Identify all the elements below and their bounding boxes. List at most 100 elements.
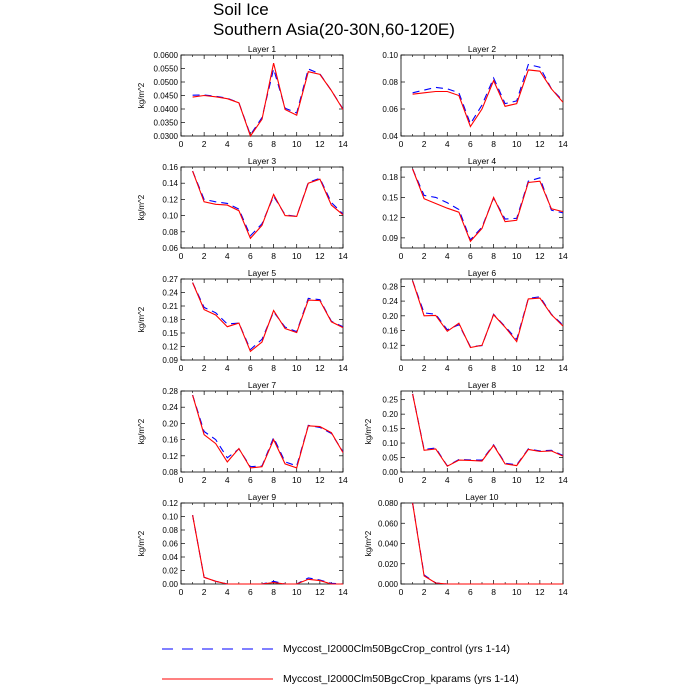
x-tick-label: 10 xyxy=(292,475,302,485)
series-line-kparams xyxy=(192,394,344,469)
x-tick-label: 12 xyxy=(315,587,325,597)
x-tick-label: 6 xyxy=(248,139,253,149)
x-tick-label: 14 xyxy=(338,139,348,149)
x-tick-label: 0 xyxy=(179,251,184,261)
panel-layer-3: Layer 3 0 2 4 6 8 10 12 14 0.06 0.08 0.10 0.12 0.14 0.… xyxy=(137,156,348,261)
x-tick-label: 2 xyxy=(422,251,427,261)
x-tick-label: 2 xyxy=(422,363,427,373)
x-tick-label: 10 xyxy=(512,587,522,597)
series-line-control xyxy=(412,502,563,585)
y-tick-label: 0.06 xyxy=(162,244,178,253)
x-tick-label: 0 xyxy=(399,139,404,149)
panel-frame xyxy=(180,502,344,585)
panel-layer-6: Layer 6 0 2 4 6 8 10 12 14 0.12 0.16 0.20 0.24 0.28 xyxy=(382,268,568,373)
y-axis-label: kg/m^2 xyxy=(137,530,146,556)
y-axis-label: kg/m^2 xyxy=(137,306,146,332)
x-tick-label: 6 xyxy=(248,363,253,373)
y-tick-label: 0.08 xyxy=(162,526,178,535)
x-tick-label: 10 xyxy=(512,139,522,149)
panel-title: Layer 10 xyxy=(465,492,498,502)
y-tick-label: 0.0350 xyxy=(154,119,179,128)
series-line-kparams xyxy=(412,168,564,243)
panel-title: Layer 8 xyxy=(468,380,497,390)
x-tick-label: 10 xyxy=(512,363,522,373)
x-tick-label: 4 xyxy=(445,363,450,373)
y-axis-label: kg/m^2 xyxy=(364,530,373,556)
y-tick-label: 0.16 xyxy=(162,436,178,445)
x-tick-label: 8 xyxy=(491,475,496,485)
series-line-control xyxy=(192,170,344,237)
y-axis-label: kg/m^2 xyxy=(137,194,146,220)
x-tick-label: 4 xyxy=(225,587,230,597)
x-tick-label: 14 xyxy=(338,251,348,261)
x-tick-label: 10 xyxy=(512,475,522,485)
x-tick-label: 2 xyxy=(202,139,207,149)
y-tick-label: 0.24 xyxy=(162,403,178,412)
panel-layer-1: Layer 1 0 2 4 6 8 10 12 14 0.0300 0.0350 0.0400 0.04… xyxy=(137,44,348,149)
y-tick-label: 0.12 xyxy=(162,195,178,204)
x-tick-label: 14 xyxy=(558,251,568,261)
y-tick-label: 0.0300 xyxy=(154,132,179,141)
y-tick-label: 0.28 xyxy=(162,387,178,396)
y-tick-label: 0.06 xyxy=(382,105,398,114)
y-tick-label: 0.27 xyxy=(162,275,178,284)
series-line-kparams xyxy=(412,502,563,585)
y-tick-label: 0.0500 xyxy=(154,78,179,87)
panel-frame xyxy=(400,502,564,585)
panel-layer-7: Layer 7 0 2 4 6 8 10 12 14 0.08 0.12 0.16 0.20 0.24 0.… xyxy=(137,380,348,485)
figure-title: Soil Ice xyxy=(213,0,269,19)
y-tick-label: 0.20 xyxy=(382,410,398,419)
x-tick-label: 6 xyxy=(248,475,253,485)
x-tick-label: 6 xyxy=(248,251,253,261)
panel-frame xyxy=(400,278,564,361)
y-tick-label: 0.15 xyxy=(162,329,178,338)
x-tick-label: 0 xyxy=(399,587,404,597)
y-tick-label: 0.09 xyxy=(382,234,398,243)
series-line-control xyxy=(412,63,564,126)
y-tick-label: 0.12 xyxy=(162,499,178,508)
y-tick-label: 0.04 xyxy=(162,553,178,562)
x-tick-label: 12 xyxy=(535,363,545,373)
x-tick-label: 12 xyxy=(315,251,325,261)
panel-frame xyxy=(400,166,564,249)
panel-layer-9: Layer 9 0 2 4 6 8 10 12 14 0.00 0.02 0.04 0.06 0.08 0.… xyxy=(137,492,348,597)
panel-frame xyxy=(180,278,344,361)
x-tick-label: 0 xyxy=(399,251,404,261)
x-tick-label: 12 xyxy=(535,251,545,261)
x-tick-label: 2 xyxy=(422,475,427,485)
x-tick-label: 2 xyxy=(202,251,207,261)
y-tick-label: 0.02 xyxy=(162,567,178,576)
x-tick-label: 8 xyxy=(271,139,276,149)
y-tick-label: 0.060 xyxy=(378,519,399,528)
y-tick-label: 0.15 xyxy=(382,425,398,434)
x-tick-label: 0 xyxy=(399,363,404,373)
y-tick-label: 0.18 xyxy=(382,173,398,182)
x-tick-label: 2 xyxy=(202,363,207,373)
y-tick-label: 0.14 xyxy=(162,179,178,188)
x-tick-label: 8 xyxy=(491,139,496,149)
x-tick-label: 14 xyxy=(338,475,348,485)
panel-layer-2: Layer 2 0 2 4 6 8 10 12 14 0.04 0.06 0.08 0.10 xyxy=(382,44,568,149)
x-tick-label: 8 xyxy=(491,363,496,373)
y-tick-label: 0.28 xyxy=(382,282,398,291)
x-tick-label: 12 xyxy=(535,139,545,149)
y-tick-label: 0.15 xyxy=(382,193,398,202)
panel-frame xyxy=(180,390,344,473)
y-tick-label: 0.21 xyxy=(162,302,178,311)
y-tick-label: 0.10 xyxy=(382,439,398,448)
y-tick-label: 0.08 xyxy=(162,228,178,237)
x-tick-label: 0 xyxy=(179,475,184,485)
y-tick-label: 0.0450 xyxy=(154,92,179,101)
y-axis-label: kg/m^2 xyxy=(364,418,373,444)
x-tick-label: 2 xyxy=(422,139,427,149)
series-line-control xyxy=(192,394,344,468)
y-tick-label: 0.16 xyxy=(382,327,398,336)
x-tick-label: 2 xyxy=(202,475,207,485)
series-line-control xyxy=(412,168,564,241)
x-tick-label: 2 xyxy=(422,587,427,597)
panel-title: Layer 7 xyxy=(248,380,277,390)
x-tick-label: 14 xyxy=(558,139,568,149)
y-tick-label: 0.24 xyxy=(382,297,398,306)
x-tick-label: 4 xyxy=(225,251,230,261)
